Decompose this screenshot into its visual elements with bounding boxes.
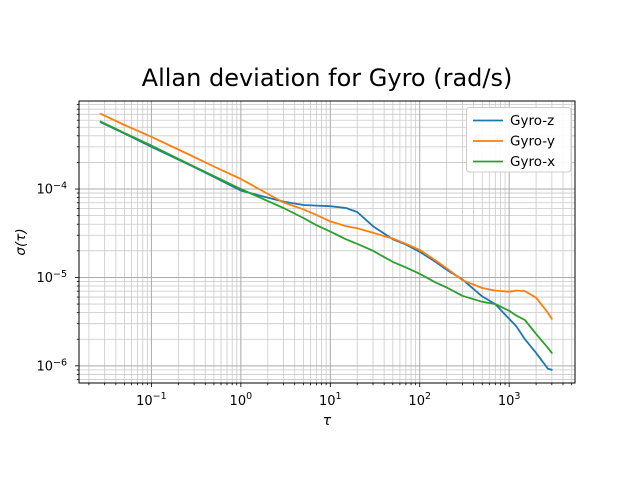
y-tick-label: 10−4 (36, 181, 67, 198)
tick-marks (75, 104, 573, 387)
x-tick-labels: 10−1 100 101 102 103 (136, 391, 520, 409)
legend-entry-gyro-y: Gyro-y (473, 134, 555, 150)
x-axis-label: τ (323, 413, 332, 429)
legend-entry-gyro-z: Gyro-z (473, 113, 554, 129)
chart-title: Allan deviation for Gyro (rad/s) (142, 64, 513, 92)
y-tick-labels: 10−6 10−5 10−4 (36, 181, 67, 375)
y-axis-label: σ(τ) (13, 228, 29, 255)
grid-minor (79, 101, 575, 383)
x-tick-label: 101 (319, 391, 342, 409)
legend-label: Gyro-z (510, 113, 554, 129)
series-line-gyro-x (99, 120, 553, 354)
x-tick-label: 10−1 (136, 391, 167, 409)
legend-entry-gyro-x: Gyro-x (473, 154, 555, 170)
series-line-gyro-y (99, 112, 553, 320)
legend: Gyro-z Gyro-y Gyro-x (466, 107, 572, 173)
grid-major (79, 101, 575, 383)
legend-box (466, 107, 572, 173)
y-tick-label: 10−6 (36, 357, 67, 374)
legend-label: Gyro-x (510, 154, 555, 170)
x-tick-label: 102 (408, 391, 431, 409)
series-lines (99, 112, 553, 371)
legend-label: Gyro-y (510, 134, 555, 150)
x-tick-label: 103 (498, 391, 521, 409)
y-tick-label: 10−5 (36, 269, 67, 286)
axes-frame (78, 100, 576, 384)
x-tick-label: 100 (230, 391, 253, 409)
